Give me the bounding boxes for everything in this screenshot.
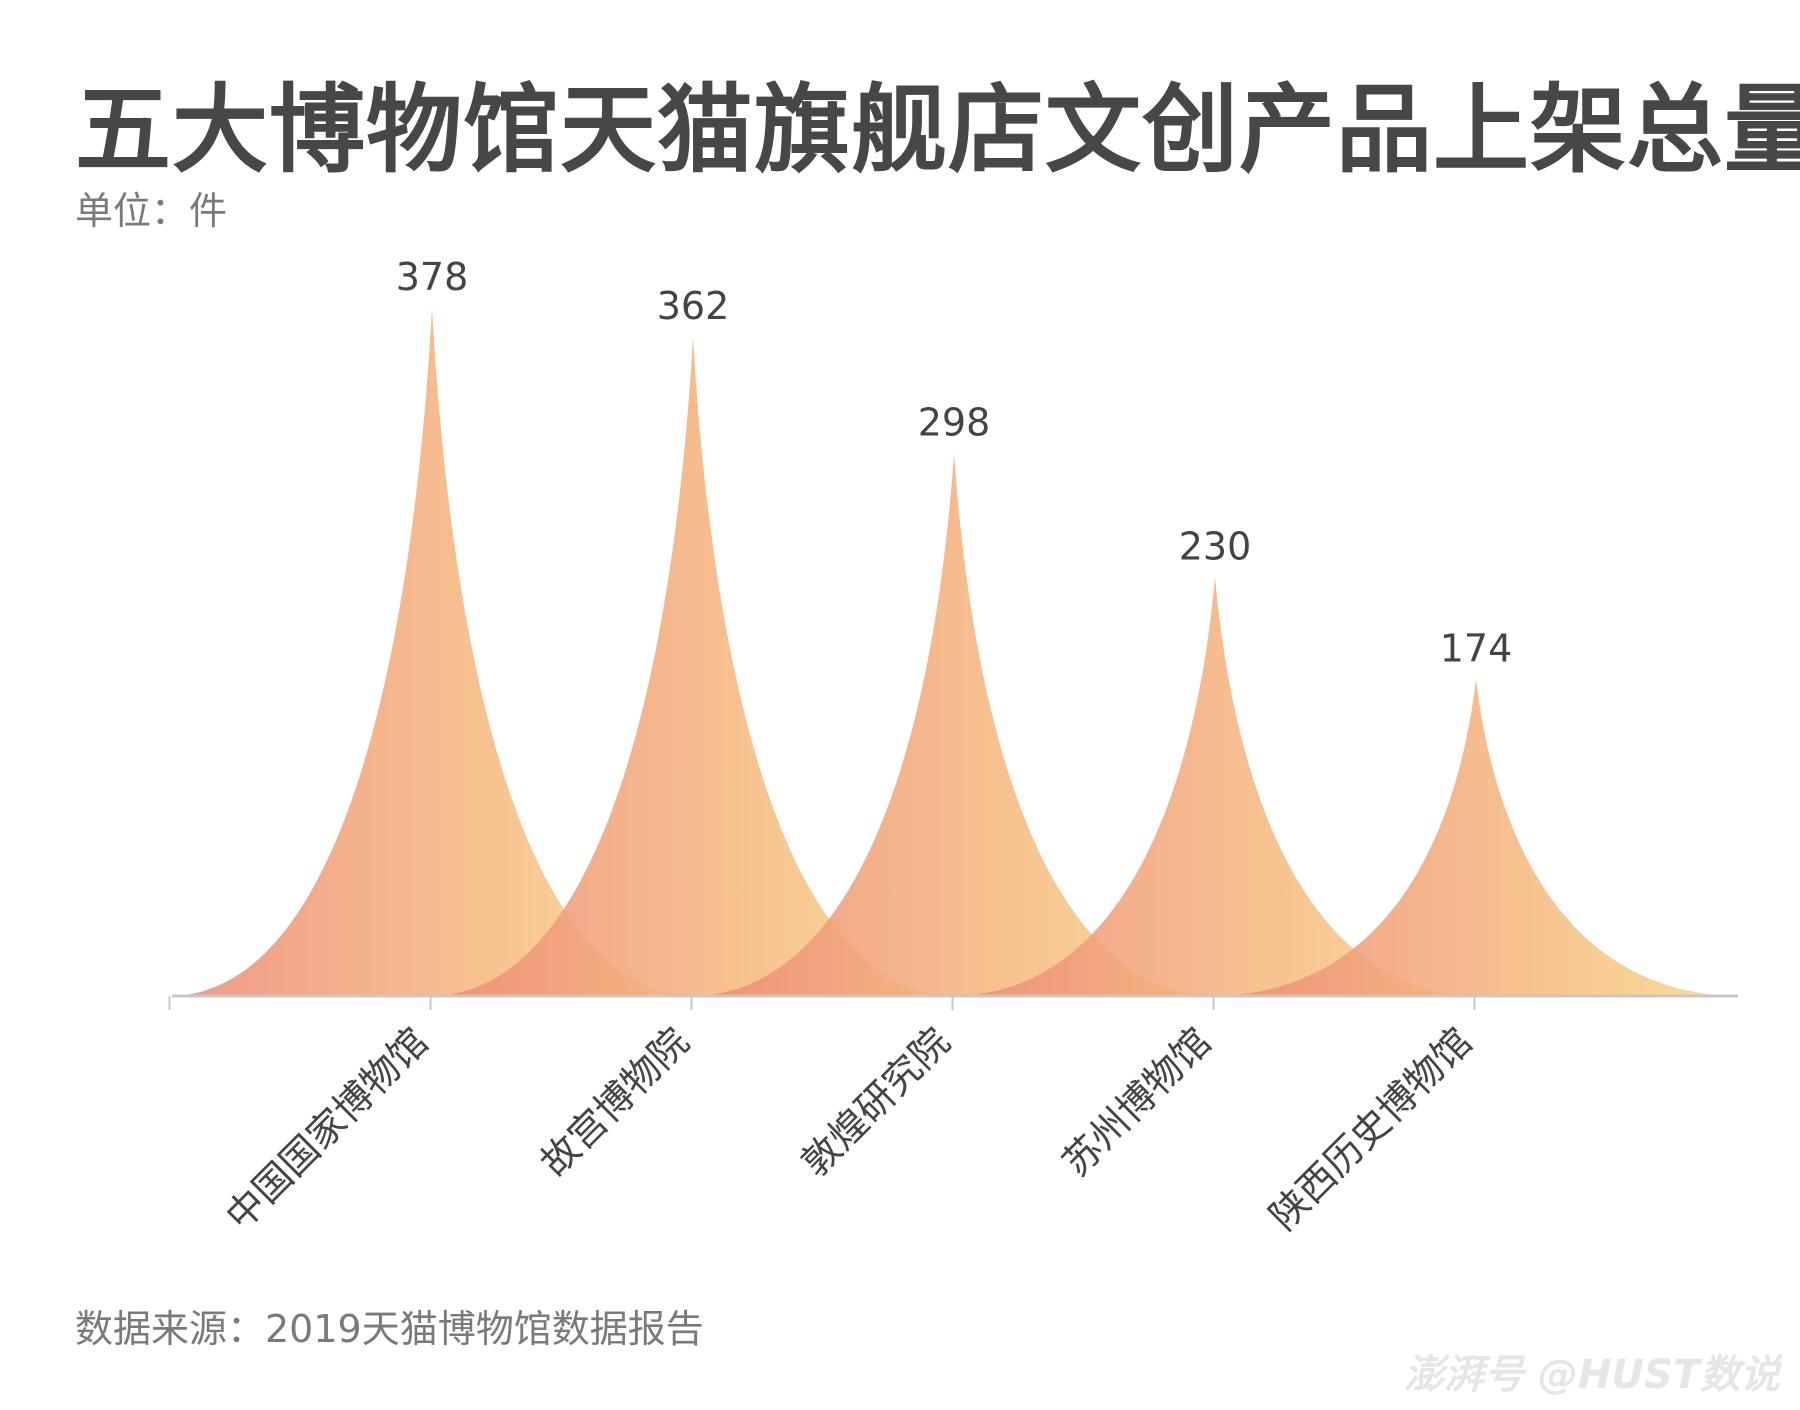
data-source-note: 数据来源：2019天猫博物馆数据报告 bbox=[75, 1307, 704, 1351]
value-label: 230 bbox=[1179, 524, 1252, 568]
value-label: 362 bbox=[657, 284, 730, 328]
unit-label: 单位：件 bbox=[75, 189, 228, 233]
x-axis-ticks bbox=[168, 996, 1476, 1010]
value-labels: 378 362 298 230 174 bbox=[396, 255, 1513, 670]
peak-series bbox=[170, 308, 1738, 996]
x-tick-label: 苏州博物馆 bbox=[1054, 1019, 1219, 1184]
value-label: 378 bbox=[396, 255, 469, 299]
peak-3 bbox=[692, 453, 1216, 996]
peak-1 bbox=[170, 308, 694, 996]
x-tick-label: 故宫博物院 bbox=[532, 1019, 697, 1184]
value-label: 174 bbox=[1440, 626, 1513, 670]
x-tick-labels: 中国国家博物馆 故宫博物院 敦煌研究院 苏州博物馆 陕西历史博物馆 bbox=[217, 1019, 1480, 1238]
value-label: 298 bbox=[918, 401, 991, 445]
x-tick-label: 中国国家博物馆 bbox=[217, 1019, 436, 1238]
x-tick-label: 敦煌研究院 bbox=[793, 1019, 958, 1184]
chart-title: 五大博物馆天猫旗舰店文创产品上架总量 bbox=[75, 74, 1800, 186]
peak-2 bbox=[431, 337, 955, 996]
x-tick-label: 陕西历史博物馆 bbox=[1261, 1019, 1480, 1238]
watermark: 澎湃号 @HUST数说 bbox=[1404, 1352, 1780, 1398]
peak-4 bbox=[953, 577, 1477, 996]
peak-5 bbox=[1214, 679, 1738, 996]
